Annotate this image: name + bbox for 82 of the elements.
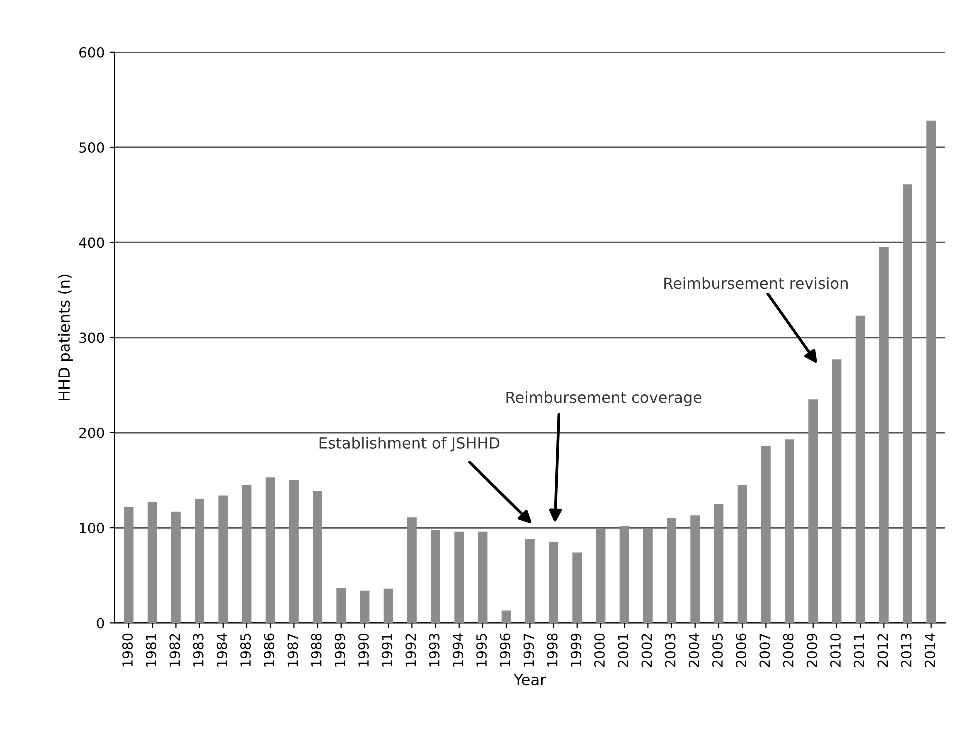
bar: [596, 528, 606, 624]
x-tick-label: 2008: [783, 634, 794, 668]
bar: [242, 485, 252, 624]
bar: [832, 360, 842, 624]
x-tick-label: 1995: [476, 634, 488, 667]
x-tick-label: 1982: [170, 634, 180, 667]
annotation: Reimbursement revision: [664, 277, 848, 290]
bar: [266, 478, 276, 624]
bar: [502, 610, 512, 624]
x-tick-label: 1990: [358, 634, 370, 667]
y-tick-label: 0: [97, 618, 104, 629]
bar: [879, 247, 889, 624]
y-tick-label: 400: [79, 238, 104, 248]
y-tick-label: 600: [80, 47, 104, 58]
x-tick-label: 2006: [736, 634, 747, 668]
x-tick-label: 1985: [240, 634, 252, 667]
x-tick-label: 1986: [264, 634, 275, 667]
bar: [714, 504, 724, 624]
bar: [478, 532, 488, 624]
x-tick-label: 2002: [642, 634, 652, 668]
x-tick-label: 2005: [712, 634, 723, 668]
x-tick-label: 1988: [311, 634, 322, 667]
x-tick-label: 1987: [288, 634, 298, 667]
x-tick-label: 2004: [688, 634, 700, 668]
bar: [643, 528, 653, 624]
bar: [218, 496, 228, 624]
x-tick-label: 1997: [524, 634, 534, 667]
annotation: Establishment of JSHHD: [320, 437, 500, 452]
x-tick-label: 2009: [806, 634, 818, 668]
bar: [856, 316, 866, 624]
bar: [785, 440, 794, 624]
bar: [738, 485, 748, 624]
x-tick-label: 2003: [665, 634, 676, 668]
x-tick-label: 1993: [429, 634, 440, 667]
x-tick-label: 1989: [334, 634, 346, 667]
bar: [690, 516, 700, 624]
x-tick-label: 2012: [878, 634, 888, 668]
x-tick-label: 1994: [452, 634, 464, 667]
x-tick-label: 1984: [216, 634, 228, 667]
annotation: Reimbursement coverage: [506, 392, 702, 406]
y-tick-label: 500: [80, 142, 104, 154]
bar: [761, 446, 771, 624]
x-tick-label: 2000: [594, 634, 606, 668]
y-tick-label: 200: [80, 428, 104, 438]
bar: [454, 532, 464, 624]
x-tick-label: 1983: [193, 634, 204, 667]
bar: [313, 490, 323, 624]
x-tick-label: 2013: [901, 634, 912, 668]
bar: [171, 512, 181, 624]
x-tick-label: 2011: [854, 634, 865, 668]
x-tick-label: 2014: [924, 634, 936, 668]
x-axis-title: Year: [514, 674, 546, 686]
bar: [407, 518, 417, 624]
x-tick-label: 1980: [122, 634, 134, 667]
y-axis-title: HHD patients (n): [58, 274, 74, 400]
bar: [667, 518, 676, 624]
bar: [903, 184, 912, 624]
bar: [431, 530, 441, 624]
bar: [360, 590, 370, 624]
bar: [195, 500, 205, 624]
bar: [148, 502, 158, 624]
y-tick-label: 300: [80, 332, 104, 344]
bar: [124, 507, 134, 624]
x-tick-label: 2007: [760, 634, 770, 668]
x-tick-label: 1991: [382, 634, 393, 667]
bar: [525, 539, 535, 624]
bar: [620, 526, 630, 624]
x-tick-label: 1998: [547, 634, 558, 667]
bar: [549, 542, 558, 624]
x-tick-label: 1999: [570, 634, 582, 667]
bar: [808, 400, 818, 624]
bar: [926, 120, 936, 624]
bar: [289, 480, 299, 624]
x-tick-label: 1981: [146, 634, 157, 667]
bar: [384, 588, 394, 624]
x-tick-label: 2001: [618, 634, 629, 668]
x-tick-label: 1996: [500, 634, 511, 667]
x-tick-label: 2010: [830, 634, 841, 668]
y-tick-label: 100: [80, 523, 104, 534]
bar: [336, 588, 346, 624]
x-tick-label: 1992: [406, 634, 416, 667]
bar: [572, 552, 582, 624]
